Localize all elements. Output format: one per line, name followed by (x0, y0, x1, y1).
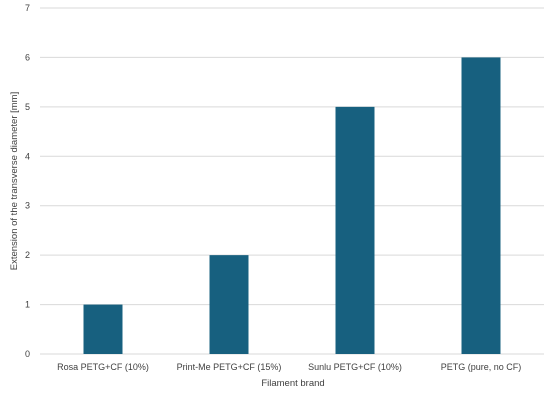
y-tick-label: 2 (25, 250, 30, 260)
y-tick-label: 1 (25, 300, 30, 310)
gridlines (40, 7, 544, 355)
x-axis-ticks: Rosa PETG+CF (10%) Print-Me PETG+CF (15%)… (57, 362, 521, 372)
y-tick-label: 5 (25, 102, 30, 112)
x-tick-label: PETG (pure, no CF) (441, 362, 522, 372)
y-tick-label: 6 (25, 52, 30, 62)
bar (335, 106, 375, 354)
bars (83, 57, 501, 355)
y-tick-label: 0 (25, 349, 30, 359)
bar (209, 255, 249, 354)
x-tick-label: Rosa PETG+CF (10%) (57, 362, 149, 372)
bar (461, 57, 501, 355)
x-axis-title: Filament brand (261, 378, 324, 389)
y-tick-label: 3 (25, 201, 30, 211)
x-tick-label: Sunlu PETG+CF (10%) (308, 362, 402, 372)
y-axis-ticks: 0 1 2 3 4 5 6 7 (25, 3, 30, 359)
x-tick-label: Print-Me PETG+CF (15%) (177, 362, 282, 372)
bar (83, 304, 123, 354)
y-tick-label: 4 (25, 151, 30, 161)
y-axis-title: Extension of the transverse diameter [mm… (9, 92, 20, 270)
y-tick-label: 7 (25, 3, 30, 13)
